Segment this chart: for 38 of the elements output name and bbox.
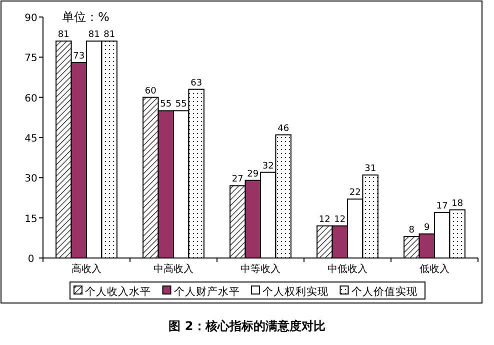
data-label: 60 — [144, 86, 157, 96]
data-label: 81 — [104, 30, 116, 40]
legend-label: 个人财产水平 — [174, 285, 240, 298]
data-label: 63 — [190, 78, 202, 88]
y-tick-label: 60 — [24, 93, 38, 104]
x-tick-label: 低收入 — [420, 263, 450, 275]
data-label: 12 — [318, 214, 330, 225]
data-label: 81 — [88, 30, 100, 40]
legend-label: 个人收入水平 — [85, 285, 151, 298]
y-tick-label: 75 — [24, 53, 38, 64]
data-label: 46 — [278, 124, 290, 134]
data-label: 27 — [232, 174, 244, 185]
data-label: 81 — [58, 30, 70, 40]
data-label: 31 — [364, 164, 376, 174]
data-label: 29 — [247, 169, 259, 180]
data-label: 18 — [452, 198, 464, 209]
y-tick-label: 0 — [28, 254, 34, 265]
data-label: 73 — [73, 52, 85, 62]
x-tick-label: 高收入 — [72, 263, 102, 275]
text: 图 2：核心指标的满意度对比 — [168, 319, 326, 333]
y-tick-label: 45 — [24, 134, 38, 144]
y-tick-label: 30 — [24, 174, 38, 185]
data-label: 32 — [262, 161, 274, 172]
legend-label: 个人权利实现 — [262, 285, 328, 298]
legend-label: 个人价值实现 — [351, 285, 418, 298]
data-label: 22 — [349, 188, 361, 198]
data-label: 12 — [334, 214, 346, 225]
data-label: 55 — [160, 100, 172, 110]
data-label: 55 — [175, 100, 187, 110]
x-tick-label: 中低收入 — [328, 263, 368, 275]
y-tick-label: 15 — [24, 214, 38, 225]
x-tick-label: 中等收入 — [240, 263, 280, 275]
data-label: 9 — [424, 222, 430, 233]
x-tick-label: 中高收入 — [154, 263, 194, 275]
y-tick-label: 90 — [24, 13, 38, 24]
data-label: 8 — [408, 226, 415, 236]
data-label: 17 — [436, 201, 448, 212]
annotation: 单位：% — [62, 10, 110, 24]
